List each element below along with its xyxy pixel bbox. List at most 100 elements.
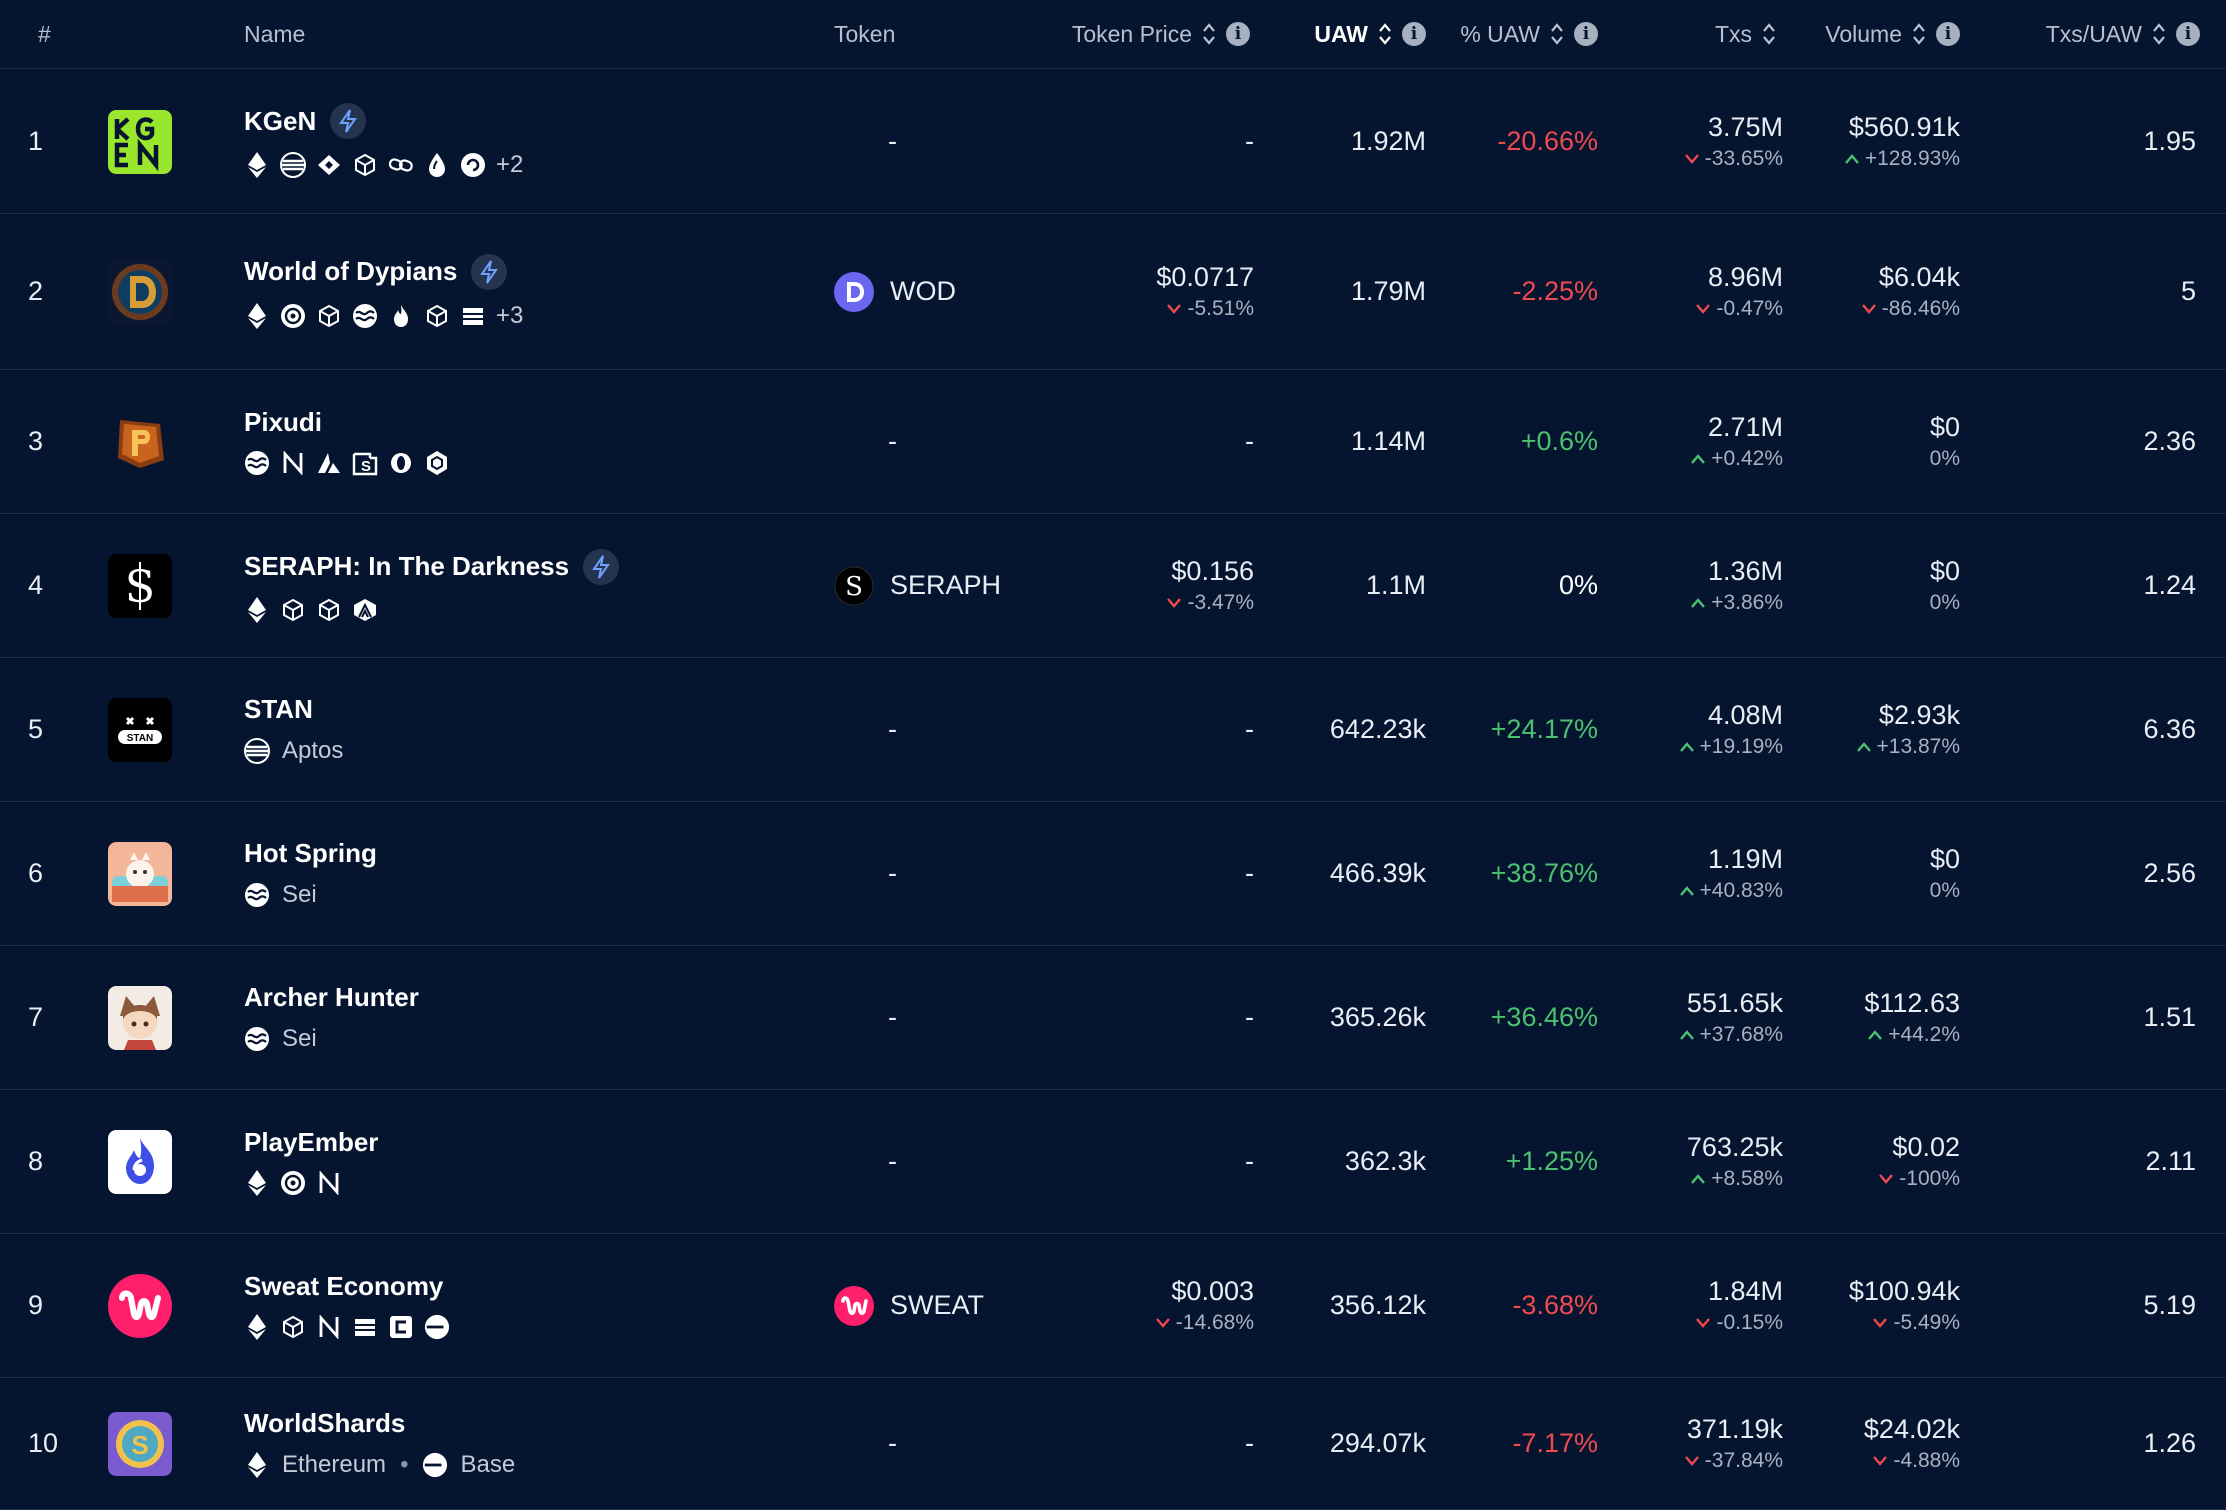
dapp-name[interactable]: STAN [244, 694, 313, 724]
uaw-cell: 1.1M [1366, 514, 1426, 657]
sort-icon[interactable] [1912, 22, 1926, 46]
txs-change: -37.84% [1684, 1449, 1783, 1473]
sweat-logo[interactable] [108, 1274, 172, 1338]
txs-cell: 1.19M +40.83% [1679, 802, 1783, 945]
token-symbol[interactable]: SWEAT [890, 1290, 984, 1320]
dapp-name-cell: PlayEmber [244, 1090, 378, 1233]
sort-icon[interactable] [2152, 22, 2166, 46]
sort-icon[interactable] [1378, 22, 1392, 46]
col-txs-uaw-header[interactable]: Txs/UAW i [2046, 0, 2200, 68]
token-symbol[interactable]: SERAPH [890, 570, 1002, 600]
dapp-name[interactable]: KGeN [244, 103, 523, 139]
txs-per-uaw-value: 5.19 [2143, 1290, 2196, 1320]
dapp-name[interactable]: Hot Spring [244, 838, 377, 868]
txs-per-uaw-cell: 2.56 [2143, 802, 2196, 945]
table-row[interactable]: 9 Sweat Economy SWEAT $0.003 -14.68% 356.12k -… [0, 1234, 2226, 1378]
volume-cell: $0 0% [1930, 802, 1960, 945]
uaw-value: 1.14M [1350, 426, 1426, 456]
dapp-name[interactable]: SERAPH: In The Darkness [244, 548, 620, 585]
info-icon[interactable]: i [2176, 22, 2200, 46]
pixudi-logo[interactable] [108, 410, 172, 474]
txs-cell: 2.71M +0.42% [1691, 370, 1783, 513]
info-icon[interactable]: i [1402, 22, 1426, 46]
col-uaw-header[interactable]: UAW i [1314, 0, 1426, 68]
col-token-price-header[interactable]: Token Price i [1072, 0, 1250, 68]
col-pct-uaw-header[interactable]: % UAW i [1460, 0, 1598, 68]
token-symbol[interactable]: WOD [890, 276, 956, 306]
archer-hunter-logo[interactable] [108, 986, 172, 1050]
uaw-value: 294.07k [1329, 1428, 1426, 1458]
pct-uaw-cell: +36.46% [1491, 946, 1598, 1089]
table-row[interactable]: 10 S WorldShards Ethereum • Base - - 294.07k -7.1… [0, 1378, 2226, 1510]
arrow-down-icon [1684, 1456, 1699, 1466]
table-row[interactable]: 3 Pixudi S - -1.14M +0.6% 2.71M +0.42% $0 0% 2.36 [0, 370, 2226, 514]
token-symbol: - [888, 426, 897, 456]
more-chains-count[interactable]: +3 [496, 301, 524, 329]
bnb-cube-icon [316, 303, 342, 329]
dapp-name[interactable]: Sweat Economy [244, 1271, 444, 1301]
info-icon[interactable]: i [1936, 22, 1960, 46]
dapp-name[interactable]: World of Dypians [244, 253, 523, 290]
wod-token-icon [834, 271, 874, 312]
sort-icon[interactable] [1762, 22, 1776, 46]
seraph-logo[interactable]: S [108, 554, 172, 618]
info-icon[interactable]: i [1226, 22, 1250, 46]
playember-logo[interactable] [108, 1130, 172, 1194]
info-icon[interactable]: i [1574, 22, 1598, 46]
table-row[interactable]: 6 Hot Spring Sei - - 466.39k +38.76% 1.19M +40.8… [0, 802, 2226, 946]
chain-list: Sei [244, 1025, 419, 1053]
arrow-up-icon [1679, 1030, 1694, 1040]
dapp-name-cell: STAN Aptos [244, 658, 343, 801]
dapp-name[interactable]: PlayEmber [244, 1127, 379, 1157]
uaw-cell: 294.07k [1330, 1378, 1426, 1509]
ethereum-icon [244, 152, 270, 178]
stan-logo[interactable]: STAN [108, 698, 172, 762]
avalanche-icon [316, 450, 342, 476]
more-chains-count[interactable]: +2 [496, 151, 524, 178]
txs-value: 4.08M [1707, 700, 1783, 730]
sei-icon [244, 1026, 270, 1052]
pct-uaw-cell: +1.25% [1506, 1090, 1598, 1233]
volume-change: 0% [1929, 591, 1960, 614]
dypians-logo[interactable] [108, 260, 172, 324]
hot-spring-logo[interactable] [108, 842, 172, 906]
dapp-name-cell: Sweat Economy [244, 1234, 450, 1377]
table-row[interactable]: 5 STAN STAN Aptos - - 642.23k +24.17% 4.08M +19.1… [0, 658, 2226, 802]
lightning-bolt-icon [471, 253, 508, 290]
dapp-name[interactable]: Pixudi [244, 407, 323, 437]
dapp-name[interactable]: Archer Hunter [244, 982, 419, 1012]
token-price: - [1245, 1428, 1254, 1458]
ethereum-icon [244, 1314, 270, 1340]
sort-icon[interactable] [1550, 22, 1564, 46]
ring-icon [388, 450, 414, 476]
aptos-icon [244, 738, 270, 764]
txs-per-uaw-cell: 1.26 [2143, 1378, 2196, 1509]
table-row[interactable]: 1 KGeN +2 - - 1.92M -20.66% 3.75M -33.65% $560.91… [0, 69, 2226, 214]
token-price-cell: - [1245, 370, 1254, 513]
dapp-name[interactable]: WorldShards [244, 1408, 406, 1438]
kgen-logo[interactable] [108, 109, 172, 174]
txs-value: 1.84M [1707, 1276, 1783, 1306]
table-row[interactable]: 8 PlayEmber - - 362.3k +1.25% 763.25k +8.58% $0.… [0, 1090, 2226, 1234]
uaw-value: 1.92M [1350, 125, 1426, 156]
txs-cell: 763.25k +8.58% [1687, 1090, 1783, 1233]
lightning-bolt-icon [330, 103, 367, 139]
worldshards-logo[interactable]: S [108, 1412, 172, 1476]
uaw-cell: 365.26k [1330, 946, 1426, 1089]
base-icon [424, 1314, 450, 1340]
arrow-down-icon [1879, 1174, 1894, 1184]
table-row[interactable]: 4 S SERAPH: In The Darkness S SERAPH $0.156 -3… [0, 514, 2226, 658]
volume-cell: $6.04k -86.46% [1861, 214, 1960, 369]
col-volume-header[interactable]: Volume i [1825, 0, 1960, 68]
svg-text:S: S [131, 1430, 148, 1460]
col-txs-header[interactable]: Txs [1715, 0, 1776, 68]
volume-cell: $0.02 -100% [1879, 1090, 1960, 1233]
token-price-cell: $0.0717 -5.51% [1156, 214, 1254, 369]
seraph-token-icon: S [834, 566, 874, 606]
table-row[interactable]: 7 Archer Hunter Sei - - 365.26k +36.46% 551.65k… [0, 946, 2226, 1090]
binance-icon [316, 152, 342, 178]
table-row[interactable]: 2 World of Dypians +3 WOD $0.0717 -5.51% 1.79M… [0, 214, 2226, 370]
token-cell: - [834, 1090, 1034, 1233]
sort-icon[interactable] [1202, 22, 1216, 46]
rank-number: 2 [28, 276, 44, 306]
